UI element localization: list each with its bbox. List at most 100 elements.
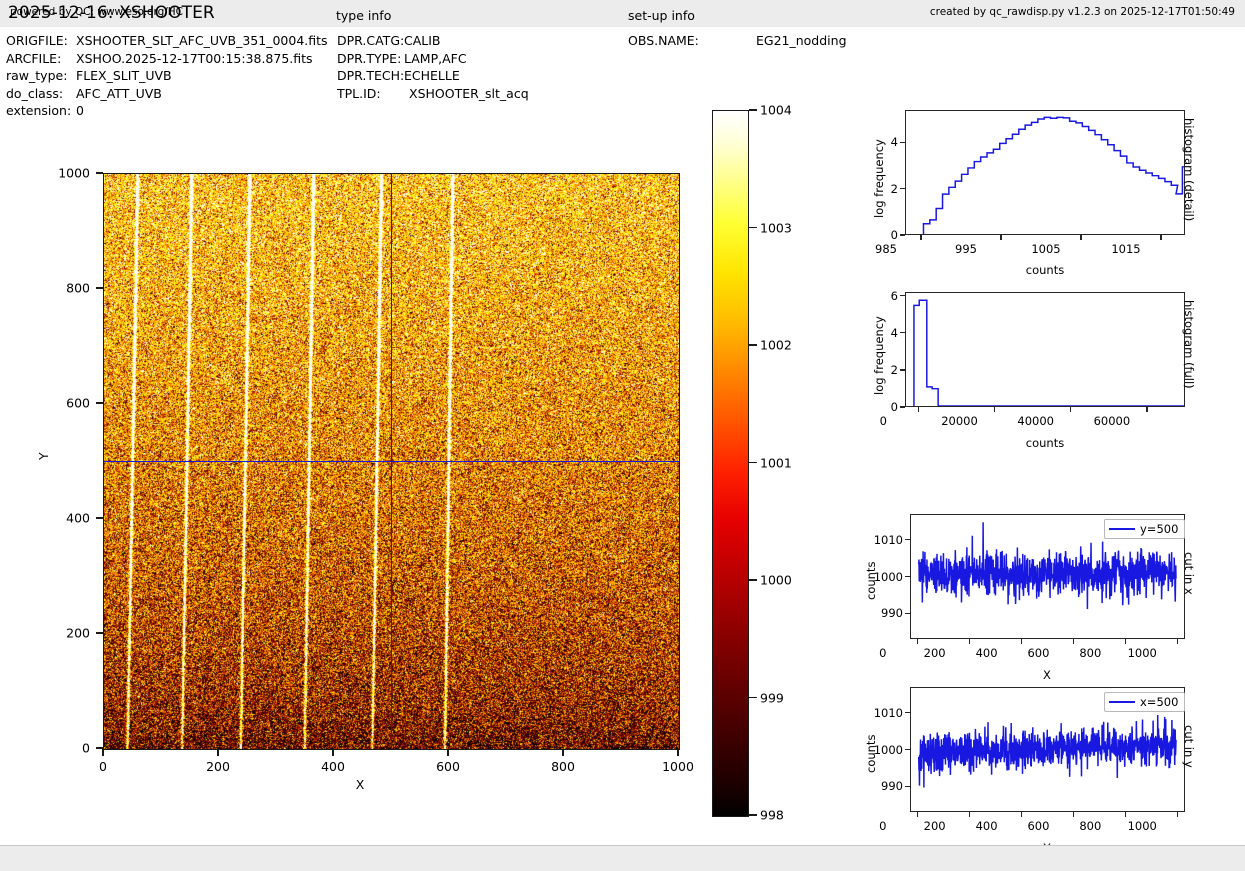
colorbar-tick-label: 1004 [760,102,792,118]
cut-in-y-right-label: cut in y [1182,725,1196,768]
y-tick-label: 4 [890,325,898,340]
x-tick [1070,407,1072,412]
footer-credit-right: created by qc_rawdisp.py v1.2.3 on 2025-… [929,6,1235,18]
x-tick-label: 800 [1079,646,1102,660]
y-tick [905,612,910,614]
y-tick [900,332,905,334]
raw-frame-image-panel[interactable] [103,173,680,750]
main-y-tick [96,747,103,749]
colorbar-tick-label: 1001 [760,455,792,470]
footer-band [0,845,1245,871]
main-y-tick-label: 400 [66,510,90,526]
cut-in-x-right-label: cut in x [1182,552,1196,595]
colorbar-tick [749,814,757,816]
colorbar-tick [749,344,757,346]
x-tick [917,639,919,644]
x-tick [1000,235,1002,240]
x-tick [917,812,919,817]
metadata-key: extension: [6,103,72,118]
y-tick [905,785,910,787]
main-x-tick-label: 1000 [662,759,694,774]
histogram-detail-x-label: counts [1025,263,1065,277]
y-tick-label: 990 [881,779,903,794]
metadata-value: ECHELLE [404,68,460,83]
x-tick-label: 1005 [1031,242,1061,256]
histogram-detail-y-label: log frequency [872,139,886,218]
x-tick [1080,235,1082,240]
y-tick [900,369,905,371]
histogram-detail-svg [922,116,1184,234]
x-tick-label: 0 [879,819,887,833]
y-tick [905,712,910,714]
y-tick [905,539,910,541]
colorbar [712,110,749,817]
y-tick-label: 2 [890,362,898,377]
y-tick-label: 0 [890,228,898,242]
x-tick-label: 400 [975,646,998,660]
x-tick-label: 1015 [1111,242,1141,256]
main-x-tick-label: 0 [99,759,107,774]
x-tick-label: 60000 [1093,414,1131,428]
x-tick [993,407,996,412]
metadata-value: AFC_ATT_UVB [76,85,162,101]
metadata-key: raw_type: [6,68,68,83]
x-tick [1020,812,1023,817]
setup-info-heading: set-up info [628,8,695,23]
x-tick [1124,639,1127,644]
x-tick-label: 995 [955,242,977,256]
x-tick-label: 0 [879,646,887,660]
metadata-value: EG21_nodding [756,33,847,48]
metadata-value: XSHOOTER_SLT_AFC_UVB_351_0004.fits [76,33,328,48]
main-y-axis-label: Y [36,452,51,460]
y-tick [900,234,905,236]
cut-in-y-svg [917,715,1177,788]
legend-label: y=500 [1140,522,1179,536]
metadata-value: 0 [76,103,84,118]
main-x-tick-label: 400 [321,759,345,774]
metadata-key: ARCFILE: [6,50,62,66]
footer-credit-left: powered by QC: www.eso.org/HC [10,6,184,18]
colorbar-tick-label: 1000 [760,572,792,588]
cut-line-vertical [391,174,393,749]
x-tick [1124,812,1127,817]
y-tick-label: 2 [890,181,898,196]
x-tick [1072,639,1075,644]
cut-in-x-legend[interactable]: y=500 [1104,519,1186,539]
y-tick [900,406,905,408]
colorbar-tick [749,579,757,581]
metadata-key: DPR.TECH: [337,68,405,83]
y-tick [900,295,905,297]
x-tick [1176,812,1178,817]
main-y-tick [96,517,103,519]
header-band [0,0,1245,27]
legend-line-swatch [1109,700,1135,704]
main-x-tick [332,749,334,756]
main-y-tick-label: 0 [82,740,90,756]
metadata-key: TPL.ID: [337,85,381,101]
histogram-full-line [913,299,1184,406]
histogram-detail-plot[interactable] [905,110,1185,235]
histogram-full-svg [913,299,1184,406]
metadata-key: do_class: [6,85,64,101]
x-tick-label: 985 [875,242,897,256]
y-tick-label: 1010 [873,532,903,547]
histogram-full-x-label: counts [1025,436,1065,450]
cut-in-y-legend[interactable]: x=500 [1104,692,1186,712]
x-tick-label: 800 [1079,819,1102,833]
main-y-tick [96,172,103,174]
y-tick-label: 4 [890,135,898,150]
main-x-tick [217,749,219,756]
metadata-value: LAMP,AFC [404,50,467,66]
x-tick [1160,235,1162,240]
metadata-key: OBS.NAME: [628,33,699,48]
y-tick [900,141,905,144]
histogram-full-right-label: histogram (full) [1182,300,1196,389]
colorbar-tick-label: 999 [760,690,784,705]
histogram-full-plot[interactable] [905,292,1185,407]
x-tick-label: 600 [1027,819,1050,833]
metadata-value: XSHOOTER_slt_acq [409,85,529,101]
x-tick-label: 1000 [1127,646,1157,660]
main-y-tick-label: 800 [66,280,90,296]
main-x-tick-label: 200 [206,759,230,774]
x-tick [920,235,922,240]
